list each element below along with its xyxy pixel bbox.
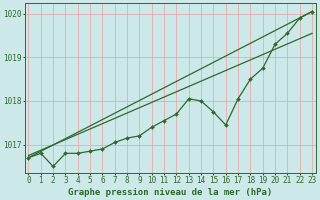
X-axis label: Graphe pression niveau de la mer (hPa): Graphe pression niveau de la mer (hPa) (68, 188, 272, 197)
